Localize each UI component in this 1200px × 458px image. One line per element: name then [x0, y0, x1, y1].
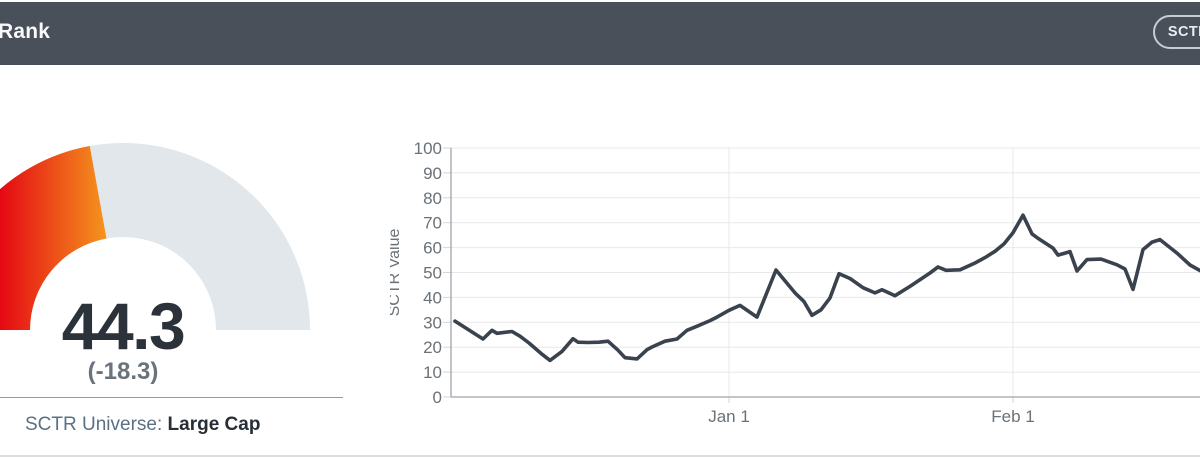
y-tick-label: 50	[423, 264, 442, 283]
y-tick-label: 30	[423, 313, 442, 332]
sctr-button[interactable]: SCTR	[1152, 15, 1200, 49]
y-tick-label: 90	[423, 164, 442, 183]
y-tick-label: 70	[423, 214, 442, 233]
sctr-gauge	[0, 143, 310, 332]
y-tick-label: 60	[423, 239, 442, 258]
gauge-divider	[0, 397, 343, 398]
x-tick-label: Jan 1	[708, 407, 750, 426]
page-title: Rank	[0, 20, 51, 43]
gauge-track-arc	[0, 143, 310, 332]
y-tick-label: 0	[433, 388, 442, 407]
gauge-value: 44.3	[61, 289, 186, 363]
y-tick-label: 10	[423, 363, 442, 382]
y-axis-title: SCTR Value	[390, 229, 403, 317]
sctr-value-series	[453, 213, 1200, 363]
header-bar: Rank SCTR	[0, 2, 1200, 65]
universe-label: SCTR Universe:	[25, 414, 168, 435]
sctr-universe-row: SCTR Universe: Large Cap	[25, 414, 260, 436]
panel-bottom-border	[0, 455, 1200, 457]
y-tick-label: 20	[423, 338, 442, 357]
y-tick-label: 80	[423, 189, 442, 208]
y-tick-label: 100	[414, 139, 442, 158]
sctr-line-chart: 0 10 20 30 40 50 60 70 80 90 100 Jan 1 Feb 1 SCTR Val…	[390, 139, 1200, 426]
universe-value: Large Cap	[167, 414, 261, 435]
x-tick-label: Feb 1	[991, 407, 1034, 426]
gauge-change: (-18.3)	[87, 358, 159, 385]
y-tick-label: 40	[423, 288, 442, 307]
